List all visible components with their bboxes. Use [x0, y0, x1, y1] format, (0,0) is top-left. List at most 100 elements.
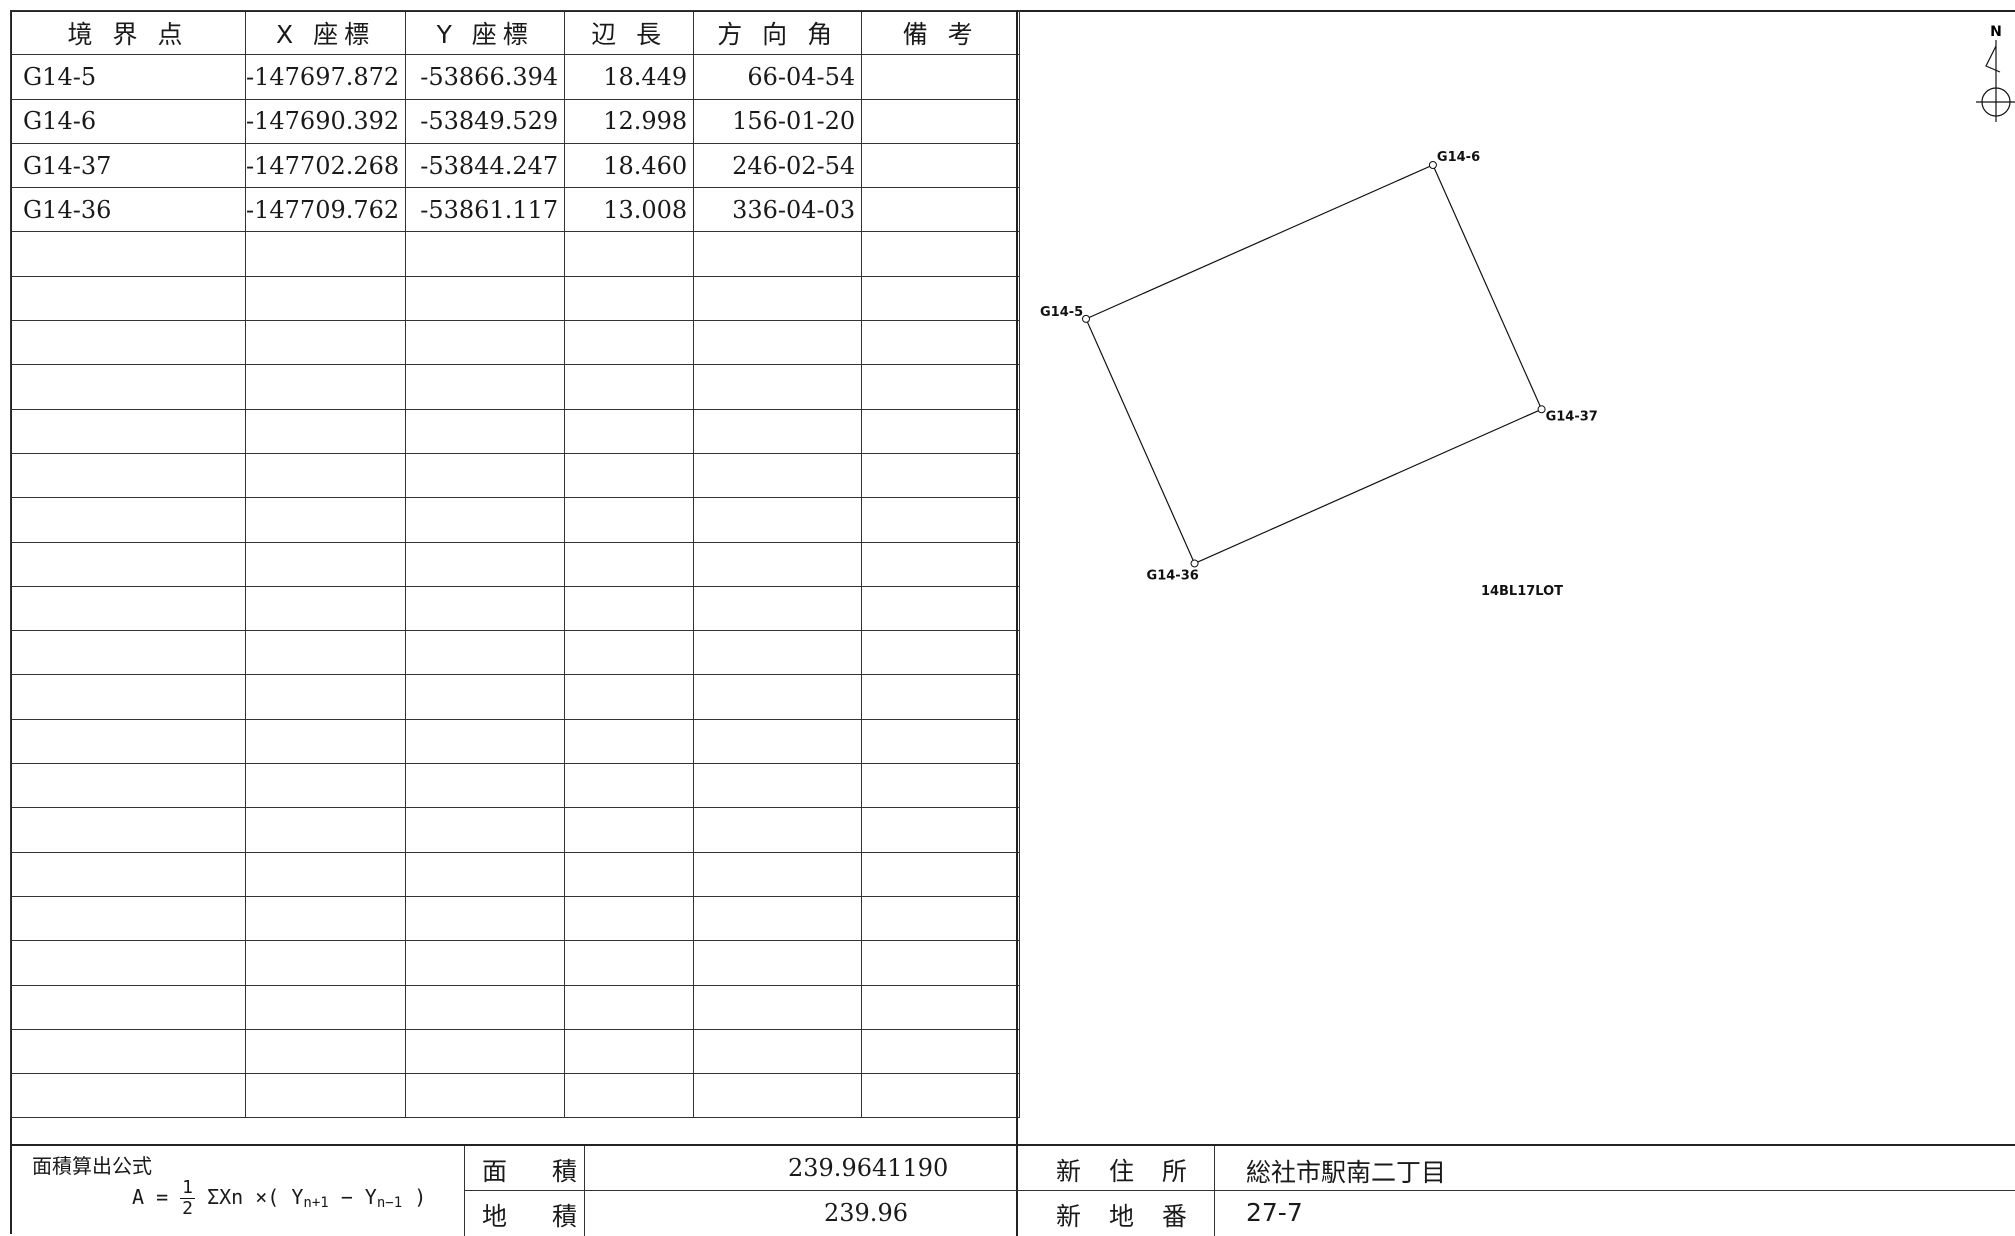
empty-cell — [244, 1028, 407, 1075]
empty-table-row — [10, 408, 1021, 454]
bearing-cell: 246-02-54 — [693, 142, 863, 189]
empty-cell — [244, 718, 407, 765]
empty-cell — [564, 320, 695, 366]
formula-prefix: A = — [132, 1185, 169, 1209]
side-length-cell: 18.449 — [564, 54, 695, 100]
empty-cell — [244, 807, 407, 853]
empty-cell — [10, 231, 246, 277]
new-address-value: 総社市駅南二丁目 — [1246, 1158, 1447, 1187]
formula-title: 面積算出公式 — [32, 1154, 152, 1178]
table-row: G14-6 -147690.392 -53849.529 12.998 156-01-2… — [10, 98, 1021, 144]
empty-cell — [564, 231, 695, 277]
boundary-point-marker — [1082, 314, 1090, 323]
empty-table-row — [10, 275, 1021, 322]
empty-cell — [693, 718, 863, 765]
empty-cell — [693, 275, 863, 322]
formula-denominator: 2 — [182, 1198, 194, 1219]
divider — [464, 1146, 465, 1236]
empty-cell — [693, 231, 863, 277]
boundary-point-label: G14-36 — [1147, 568, 1199, 583]
empty-cell — [693, 807, 863, 853]
empty-cell — [861, 984, 1021, 1030]
empty-cell — [693, 984, 863, 1030]
empty-cell — [564, 452, 695, 499]
empty-table-row — [10, 807, 1021, 853]
empty-cell — [405, 718, 566, 765]
empty-cell — [10, 585, 246, 632]
formula-sub-next: n+1 — [303, 1195, 329, 1211]
empty-cell — [244, 320, 407, 366]
empty-cell — [693, 1073, 863, 1119]
land-area-label: 地 積 — [482, 1202, 588, 1231]
empty-cell — [10, 718, 246, 765]
empty-cell — [405, 275, 566, 322]
empty-cell — [405, 630, 566, 676]
empty-cell — [861, 364, 1021, 410]
empty-cell — [861, 718, 1021, 765]
empty-cell — [564, 541, 695, 587]
divider — [1214, 1146, 1215, 1236]
empty-cell — [564, 275, 695, 322]
empty-cell — [405, 1073, 566, 1119]
empty-table-row — [10, 674, 1021, 720]
empty-cell — [10, 497, 246, 543]
bearing-cell: 66-04-54 — [693, 54, 863, 100]
empty-cell — [405, 497, 566, 543]
header-x-coordinate: X 座標 — [244, 9, 407, 56]
lot-plan-drawing: N G14-5 G14-6 G14-37 G14-36 14BL17LOT — [1040, 24, 2015, 599]
empty-cell — [405, 364, 566, 410]
empty-cell — [10, 940, 246, 986]
empty-cell — [861, 1073, 1021, 1119]
lot-number-label: 14BL17LOT — [1481, 584, 1563, 599]
empty-cell — [10, 895, 246, 942]
empty-cell — [10, 807, 246, 853]
empty-cell — [10, 674, 246, 720]
empty-cell — [10, 408, 246, 454]
empty-cell — [10, 452, 246, 499]
empty-cell — [244, 630, 407, 676]
empty-cell — [244, 674, 407, 720]
formula-numerator: 1 — [180, 1177, 196, 1199]
empty-cell — [405, 231, 566, 277]
empty-table-row — [10, 1073, 1021, 1119]
empty-table-row — [10, 895, 1021, 942]
header-remarks: 備 考 — [861, 9, 1021, 56]
remarks-cell — [861, 142, 1021, 189]
remarks-cell — [861, 187, 1021, 233]
empty-cell — [405, 940, 566, 986]
empty-cell — [244, 940, 407, 986]
empty-cell — [10, 320, 246, 366]
empty-cell — [405, 807, 566, 853]
bearing-cell: 156-01-20 — [693, 98, 863, 144]
north-arrow-icon: N — [1976, 24, 2015, 122]
empty-cell — [861, 541, 1021, 587]
empty-cell — [244, 851, 407, 897]
empty-cell — [861, 1028, 1021, 1075]
empty-cell — [405, 763, 566, 809]
empty-cell — [564, 630, 695, 676]
point-name-cell: G14-6 — [10, 98, 246, 144]
empty-cell — [10, 763, 246, 809]
empty-cell — [693, 940, 863, 986]
empty-cell — [861, 807, 1021, 853]
empty-cell — [10, 275, 246, 322]
table-row: G14-37 -147702.268 -53844.247 18.460 246-02-… — [10, 142, 1021, 189]
empty-cell — [693, 763, 863, 809]
empty-cell — [10, 1028, 246, 1075]
side-length-cell: 18.460 — [564, 142, 695, 189]
empty-cell — [693, 674, 863, 720]
empty-cell — [244, 895, 407, 942]
empty-cell — [693, 630, 863, 676]
header-boundary-point: 境 界 点 — [10, 9, 246, 56]
empty-table-row — [10, 585, 1021, 632]
empty-cell — [244, 231, 407, 277]
empty-cell — [564, 984, 695, 1030]
remarks-cell — [861, 98, 1021, 144]
empty-cell — [405, 895, 566, 942]
empty-cell — [693, 895, 863, 942]
empty-cell — [244, 364, 407, 410]
empty-cell — [244, 275, 407, 322]
